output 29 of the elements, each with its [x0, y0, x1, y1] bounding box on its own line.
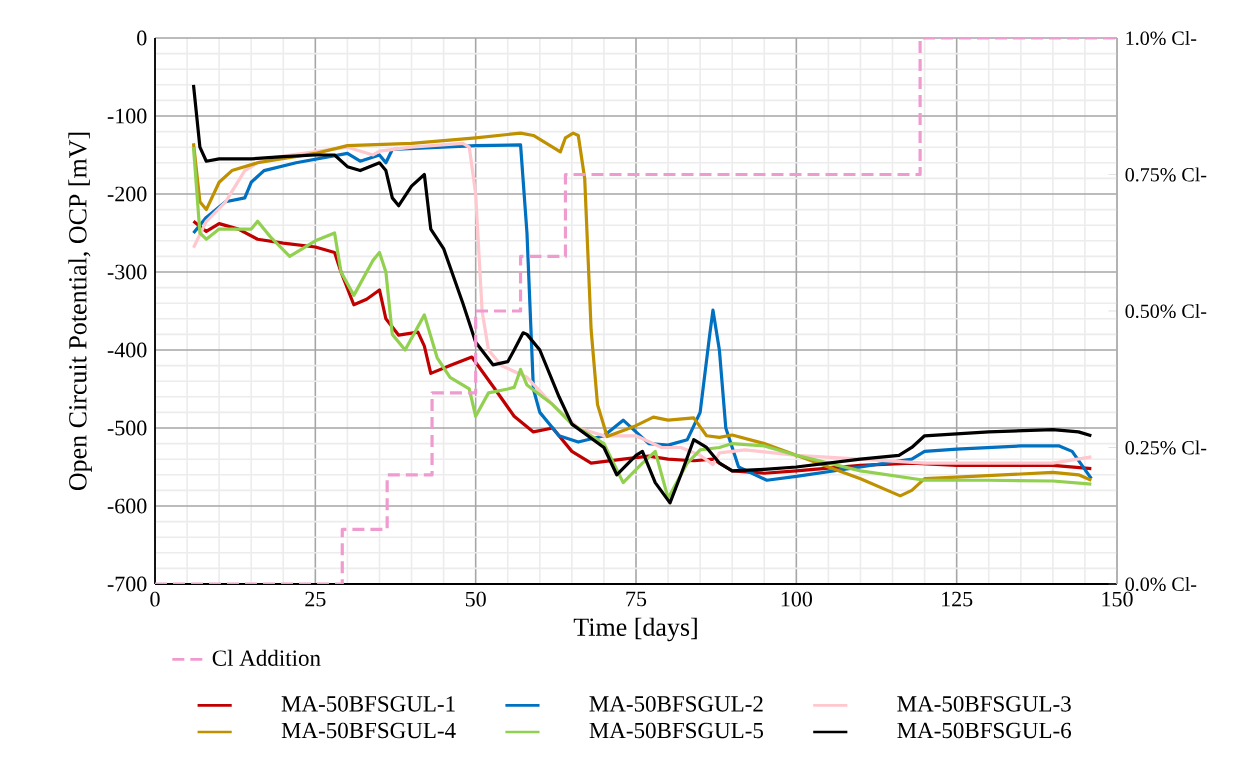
y2-tick-label: 1.0% Cl- [1126, 30, 1197, 46]
y-tick-label: -600 [107, 498, 147, 514]
y2-tick-label: 0.50% Cl- [1125, 303, 1207, 319]
y2-tick-label: 0.0% Cl- [1125, 576, 1197, 592]
legend-label: MA-50BFSGUL-5 [589, 722, 763, 739]
y-tick-label: -100 [107, 108, 147, 124]
y2-tick-label: 0.25% Cl- [1125, 440, 1207, 455]
x-axis-title: Time [days] [573, 617, 697, 642]
y-axis-title: Open Circuit Potential, OCP [mV] [68, 132, 92, 491]
x-tick-label: 25 [305, 591, 326, 607]
y-tick-label: -500 [107, 420, 147, 436]
y2-tick-label: 0.75% Cl- [1125, 167, 1207, 182]
y-tick-label: -400 [107, 342, 147, 358]
x-tick-label: 50 [465, 591, 486, 607]
legend-label: MA-50BFSGUL-4 [281, 722, 456, 739]
y-tick-label: -700 [107, 576, 147, 592]
legend-label: MA-50BFSGUL-2 [589, 696, 763, 712]
legend-label: MA-50BFSGUL-1 [281, 696, 455, 712]
y-tick-label: 0 [137, 30, 147, 46]
legend-label: MA-50BFSGUL-3 [897, 696, 1071, 712]
x-tick-label: 0 [150, 591, 160, 607]
x-tick-label: 75 [626, 591, 647, 607]
y-tick-label: -200 [107, 186, 147, 202]
legend-label: Cl Addition [212, 649, 321, 666]
x-tick-label: 150 [1102, 591, 1133, 607]
x-tick-label: 100 [781, 591, 812, 607]
y-tick-label: -300 [107, 264, 147, 280]
x-tick-label: 125 [942, 591, 973, 607]
legend-label: MA-50BFSGUL-6 [897, 722, 1072, 739]
